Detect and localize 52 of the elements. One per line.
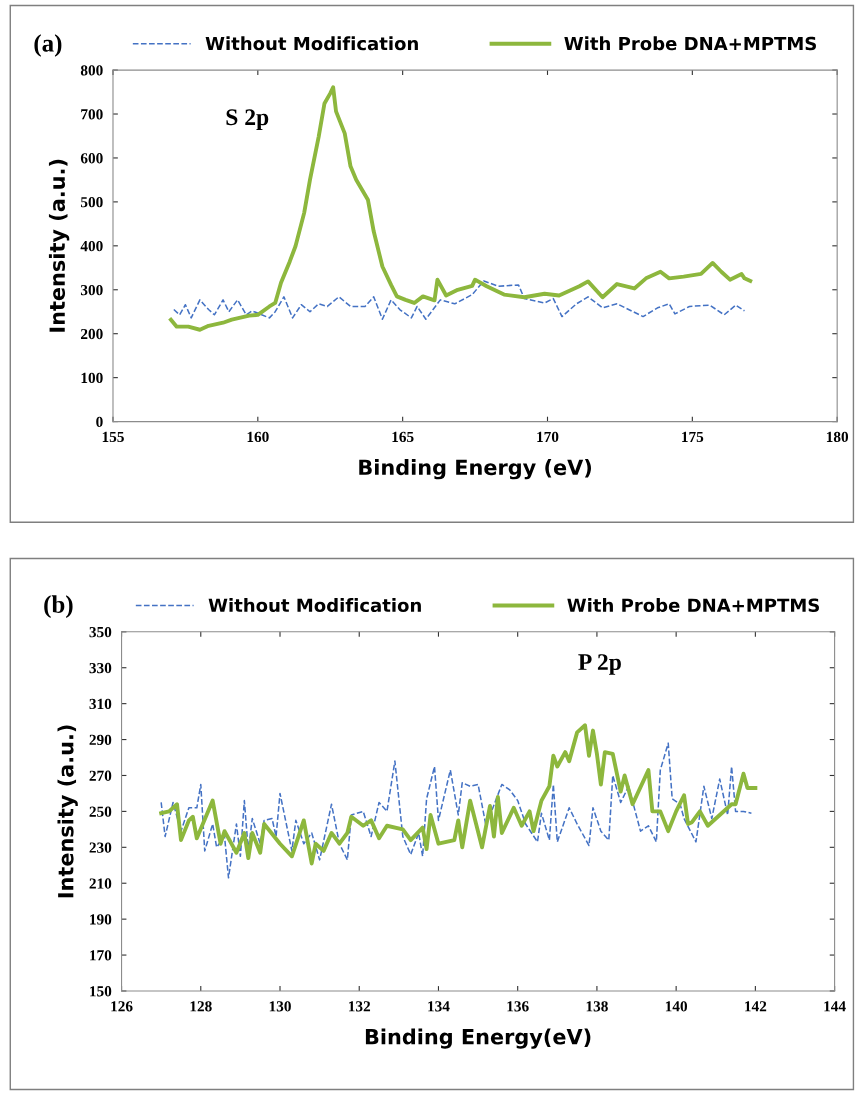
x-tick-label: 155 <box>102 431 124 443</box>
line-series <box>168 85 753 332</box>
x-tick-label: 126 <box>111 1001 133 1012</box>
x-tick-label: 160 <box>247 431 269 443</box>
y-tick-label: 800 <box>80 65 103 76</box>
x-tick-label: 170 <box>537 431 559 443</box>
y-tick-label: 600 <box>80 153 103 164</box>
y-tick-label: 350 <box>89 626 112 638</box>
y-tick-label: 0 <box>96 416 103 428</box>
legend-label: With Probe DNA+MPTMS <box>567 598 819 613</box>
annotation: S 2p <box>226 109 269 130</box>
x-tick-label: 136 <box>507 1001 529 1012</box>
line-series <box>173 280 746 320</box>
y-tick-label: 250 <box>89 806 112 817</box>
x-tick-label: 142 <box>745 1001 767 1012</box>
y-tick-label: 330 <box>89 662 112 674</box>
y-tick-label: 190 <box>90 914 112 925</box>
chart-title: (a) <box>34 34 62 57</box>
y-tick-label: 310 <box>89 698 112 710</box>
legend-label: Without Modification <box>205 36 418 51</box>
x-axis-title: Binding Energy(eV) <box>365 1028 591 1049</box>
y-axis-title: Intensity (a.u.) <box>57 725 78 898</box>
y-tick-label: 700 <box>81 109 103 120</box>
y-tick-label: 210 <box>89 878 112 889</box>
x-tick-label: 138 <box>586 1001 608 1012</box>
line-series <box>159 723 758 866</box>
y-axis-title: Intensity (a.u.) <box>48 159 70 332</box>
line-series <box>160 742 753 879</box>
x-tick-label: 128 <box>190 1001 212 1012</box>
x-tick-label: 130 <box>269 1001 291 1012</box>
x-tick-label: 175 <box>682 431 704 443</box>
legend-label: Without Modification <box>208 598 421 613</box>
x-tick-label: 165 <box>392 431 414 443</box>
x-tick-label: 134 <box>428 1001 450 1012</box>
y-tick-label: 290 <box>89 734 112 746</box>
x-tick-label: 140 <box>665 1001 688 1012</box>
y-tick-label: 100 <box>81 372 103 384</box>
y-tick-label: 170 <box>90 950 112 961</box>
x-tick-label: 132 <box>349 1001 371 1012</box>
x-tick-label: 180 <box>826 431 849 443</box>
x-tick-label: 144 <box>824 1001 846 1012</box>
annotation: P 2p <box>578 654 621 675</box>
y-tick-label: 270 <box>89 770 112 781</box>
y-tick-label: 400 <box>80 240 103 252</box>
y-tick-label: 150 <box>90 986 112 997</box>
legend-label: With Probe DNA+MPTMS <box>564 36 816 51</box>
y-tick-label: 500 <box>80 197 103 208</box>
y-tick-label: 300 <box>80 284 103 296</box>
y-tick-label: 200 <box>81 328 103 340</box>
y-tick-label: 230 <box>89 842 112 853</box>
chart-title: (b) <box>44 595 73 619</box>
x-axis-title: Binding Energy (eV) <box>359 459 591 480</box>
